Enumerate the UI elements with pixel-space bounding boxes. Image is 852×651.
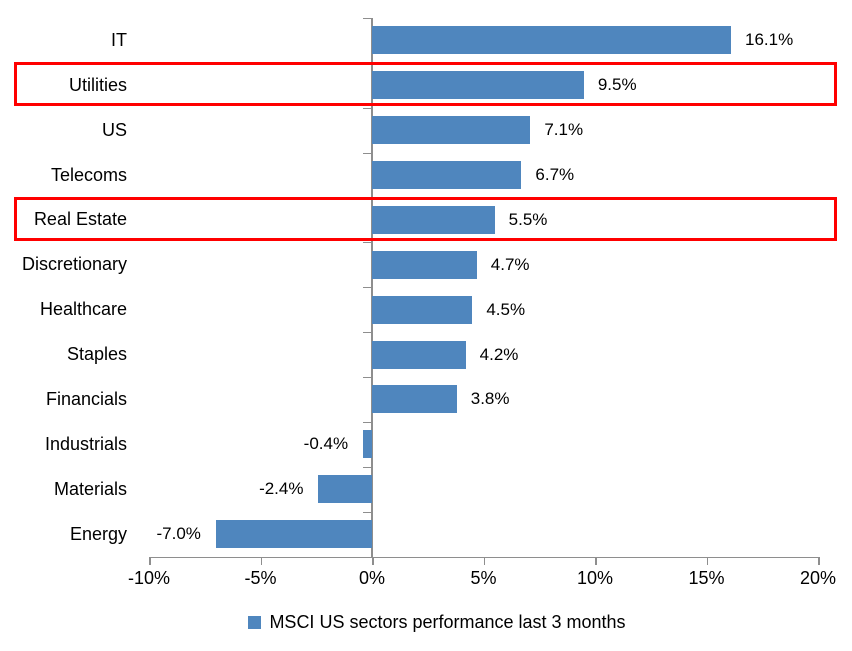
category-axis-tick [363,152,371,154]
category-axis-tick [363,242,371,244]
bar-healthcare [372,295,473,324]
bar-telecoms [372,161,522,190]
highlight-box-real-estate [14,196,837,241]
bar-financials [372,385,457,414]
category-label-healthcare: Healthcare [39,299,127,320]
bar-real-estate [372,205,495,234]
highlight-box-utilities [14,61,837,106]
value-label-industrials: -0.4% [303,434,349,454]
category-axis-line [371,18,373,558]
category-label-energy: Energy [69,523,127,544]
value-axis-tick-label: 10% [576,567,614,588]
category-label-it: IT [111,29,127,50]
value-axis-tick [260,556,262,565]
value-label-discretionary: 4.7% [490,254,530,274]
category-label-financials: Financials [45,388,127,409]
value-axis-tick-label: -5% [244,567,277,588]
category-axis-tick [363,107,371,109]
bar-utilities [372,71,584,100]
value-axis-tick-label: 5% [470,567,497,588]
legend-swatch-icon [248,615,262,629]
category-axis-tick [363,287,371,289]
category-axis-tick [363,377,371,378]
category-label-utilities: Utilities [68,74,127,95]
value-label-financials: 3.8% [470,389,510,409]
bar-us [372,116,531,145]
bar-it [372,26,732,55]
value-label-utilities: 9.5% [597,75,637,95]
legend-label: MSCI US sectors performance last 3 month… [269,611,626,632]
value-axis-tick [149,556,151,565]
bar-discretionary [372,250,477,279]
category-label-staples: Staples [66,344,127,365]
value-label-energy: -7.0% [156,524,201,544]
value-axis-tick [818,556,820,565]
value-axis-tick-label: -10% [127,567,171,588]
legend: MSCI US sectors performance last 3 month… [0,608,852,636]
category-axis-tick [363,511,371,513]
category-label-industrials: Industrials [44,433,127,454]
category-axis-tick [363,18,371,19]
bar-staples [372,340,466,369]
value-axis-tick-label: 20% [799,567,837,588]
bar-materials [318,475,372,504]
value-axis-tick [706,556,708,565]
bar-industrials [363,430,372,459]
value-axis-tick [483,556,485,565]
category-label-discretionary: Discretionary [21,254,127,275]
value-axis-tick-label: 0% [358,567,385,588]
value-label-it: 16.1% [745,30,794,50]
value-axis-tick [372,556,374,565]
category-label-telecoms: Telecoms [50,164,127,185]
value-label-healthcare: 4.5% [486,299,526,319]
value-label-staples: 4.2% [479,344,519,364]
value-label-real-estate: 5.5% [508,209,548,229]
category-axis-tick [363,466,371,468]
value-label-us: 7.1% [544,120,584,140]
value-axis-tick-label: 15% [688,567,725,588]
category-label-materials: Materials [53,478,127,499]
category-label-real-estate: Real Estate [33,209,127,230]
category-axis-tick [363,332,371,334]
category-axis-tick [363,421,371,423]
value-label-materials: -2.4% [259,479,304,499]
value-label-telecoms: 6.7% [535,165,575,185]
bar-energy [215,520,372,549]
value-axis-tick [595,556,597,565]
category-label-us: US [101,119,127,140]
